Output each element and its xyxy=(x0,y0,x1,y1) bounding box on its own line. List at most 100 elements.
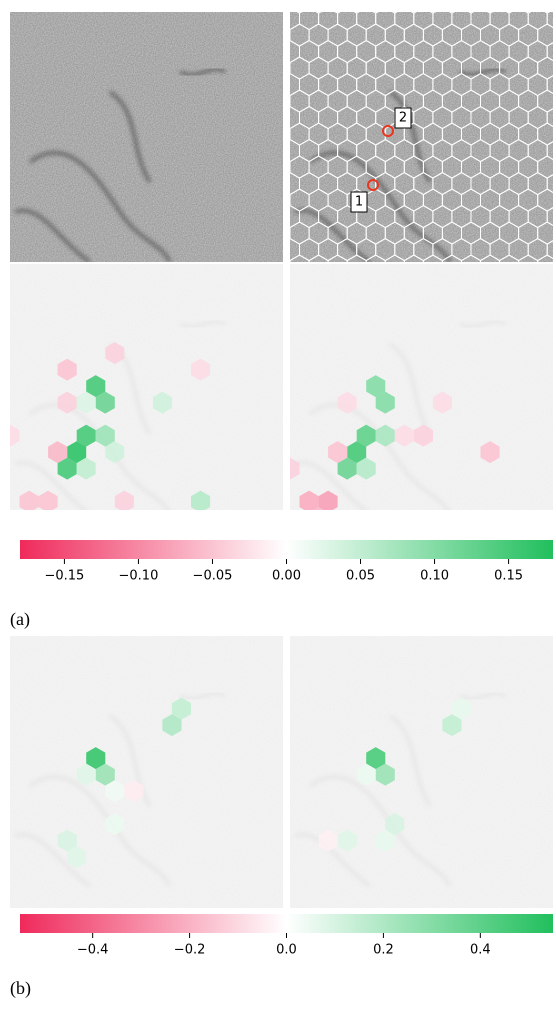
hex-outline xyxy=(252,0,271,13)
heat-hex xyxy=(114,490,134,510)
marker-label: 1 xyxy=(355,195,363,210)
heat-hex xyxy=(57,358,77,381)
tick-label: 0.2 xyxy=(373,943,394,958)
heat-hex xyxy=(375,829,395,852)
hex-outline xyxy=(544,12,551,14)
heat-hex xyxy=(105,342,125,365)
hex-outline xyxy=(537,254,553,262)
panel xyxy=(10,264,283,510)
hex-outline xyxy=(372,12,379,14)
heat-hex xyxy=(290,457,300,480)
hex-outline xyxy=(334,12,341,14)
image-streak xyxy=(179,67,227,77)
hex-outline xyxy=(546,141,553,161)
heat-hex xyxy=(76,424,96,447)
hex-outline xyxy=(449,12,455,14)
hex-outline xyxy=(271,0,290,13)
image-fade xyxy=(290,636,553,908)
marker-circle xyxy=(367,179,379,191)
heat-hex xyxy=(328,441,348,464)
heat-hex xyxy=(442,714,462,737)
heat-hex xyxy=(318,490,338,510)
image-fade xyxy=(290,264,553,510)
heat-hex xyxy=(152,391,172,414)
tick-label: −0.15 xyxy=(44,569,84,584)
heat-hex xyxy=(67,846,87,869)
image-streak xyxy=(308,150,452,262)
tick-label: 0.0 xyxy=(276,943,297,958)
heat-hex xyxy=(105,780,125,803)
image-fade xyxy=(10,264,283,510)
heat-hex xyxy=(67,441,87,464)
image-streak xyxy=(28,150,172,262)
heat-hex xyxy=(10,424,20,447)
heat-hex xyxy=(347,441,367,464)
hex-outline xyxy=(487,12,493,14)
heat-hex xyxy=(191,490,211,510)
tick-label: 0.4 xyxy=(470,943,491,958)
heat-hex xyxy=(385,813,405,836)
image-fade xyxy=(10,636,283,908)
heat-hex xyxy=(451,697,471,720)
hex-outline xyxy=(296,12,303,14)
marker-label: 2 xyxy=(399,111,407,126)
hex-outline xyxy=(506,12,512,14)
tick-label: 0.15 xyxy=(494,569,523,584)
hex-outline xyxy=(546,12,553,29)
heat-hex xyxy=(413,424,433,447)
image-grain xyxy=(10,12,283,262)
heat-hex xyxy=(191,358,211,381)
heat-hex xyxy=(375,763,395,786)
heat-hex xyxy=(105,441,125,464)
panel-label: (b) xyxy=(10,978,31,999)
heat-hex xyxy=(95,424,115,447)
hex-outline xyxy=(546,75,553,95)
panel xyxy=(290,636,553,908)
heat-hex xyxy=(375,424,395,447)
heat-hex xyxy=(19,490,39,510)
heat-hex xyxy=(337,391,357,414)
heat-hex xyxy=(105,813,125,836)
heat-hex xyxy=(356,424,376,447)
heat-hex xyxy=(57,829,77,852)
heat-hex xyxy=(86,375,106,398)
heat-hex xyxy=(318,829,338,852)
hex-outline xyxy=(525,12,532,14)
heat-hex xyxy=(48,441,68,464)
heat-hex xyxy=(375,391,395,414)
heat-hex xyxy=(366,375,386,398)
colorbar xyxy=(20,540,553,559)
tick-label: 0.00 xyxy=(272,569,301,584)
tick-label: 0.05 xyxy=(346,569,375,584)
hex-outline xyxy=(430,12,436,14)
heat-hex xyxy=(356,457,376,480)
heat-hex xyxy=(86,747,106,770)
panel xyxy=(10,12,283,262)
image-streak xyxy=(14,208,92,262)
heat-hex xyxy=(124,780,144,803)
tick-label: 0.10 xyxy=(420,569,449,584)
heat-hex xyxy=(162,714,182,737)
heat-hex xyxy=(337,457,357,480)
image-streak xyxy=(108,90,152,184)
tick-label: −0.10 xyxy=(119,569,159,584)
heat-hex xyxy=(95,391,115,414)
heat-hex xyxy=(76,391,96,414)
hex-outline xyxy=(546,42,553,62)
colorbar xyxy=(20,914,553,933)
panel xyxy=(10,636,283,908)
heat-hex xyxy=(480,441,500,464)
marker-box xyxy=(394,107,412,129)
heat-hex xyxy=(76,763,96,786)
hex-outline xyxy=(315,12,322,14)
image-streak xyxy=(388,90,432,184)
heat-hex xyxy=(76,457,96,480)
tick-label: −0.2 xyxy=(174,943,206,958)
hex-outline xyxy=(546,240,553,260)
tick-label: −0.05 xyxy=(193,569,233,584)
hex-outline xyxy=(410,12,417,14)
hex-outline xyxy=(546,207,553,227)
panel xyxy=(290,264,553,510)
heat-hex xyxy=(337,829,357,852)
